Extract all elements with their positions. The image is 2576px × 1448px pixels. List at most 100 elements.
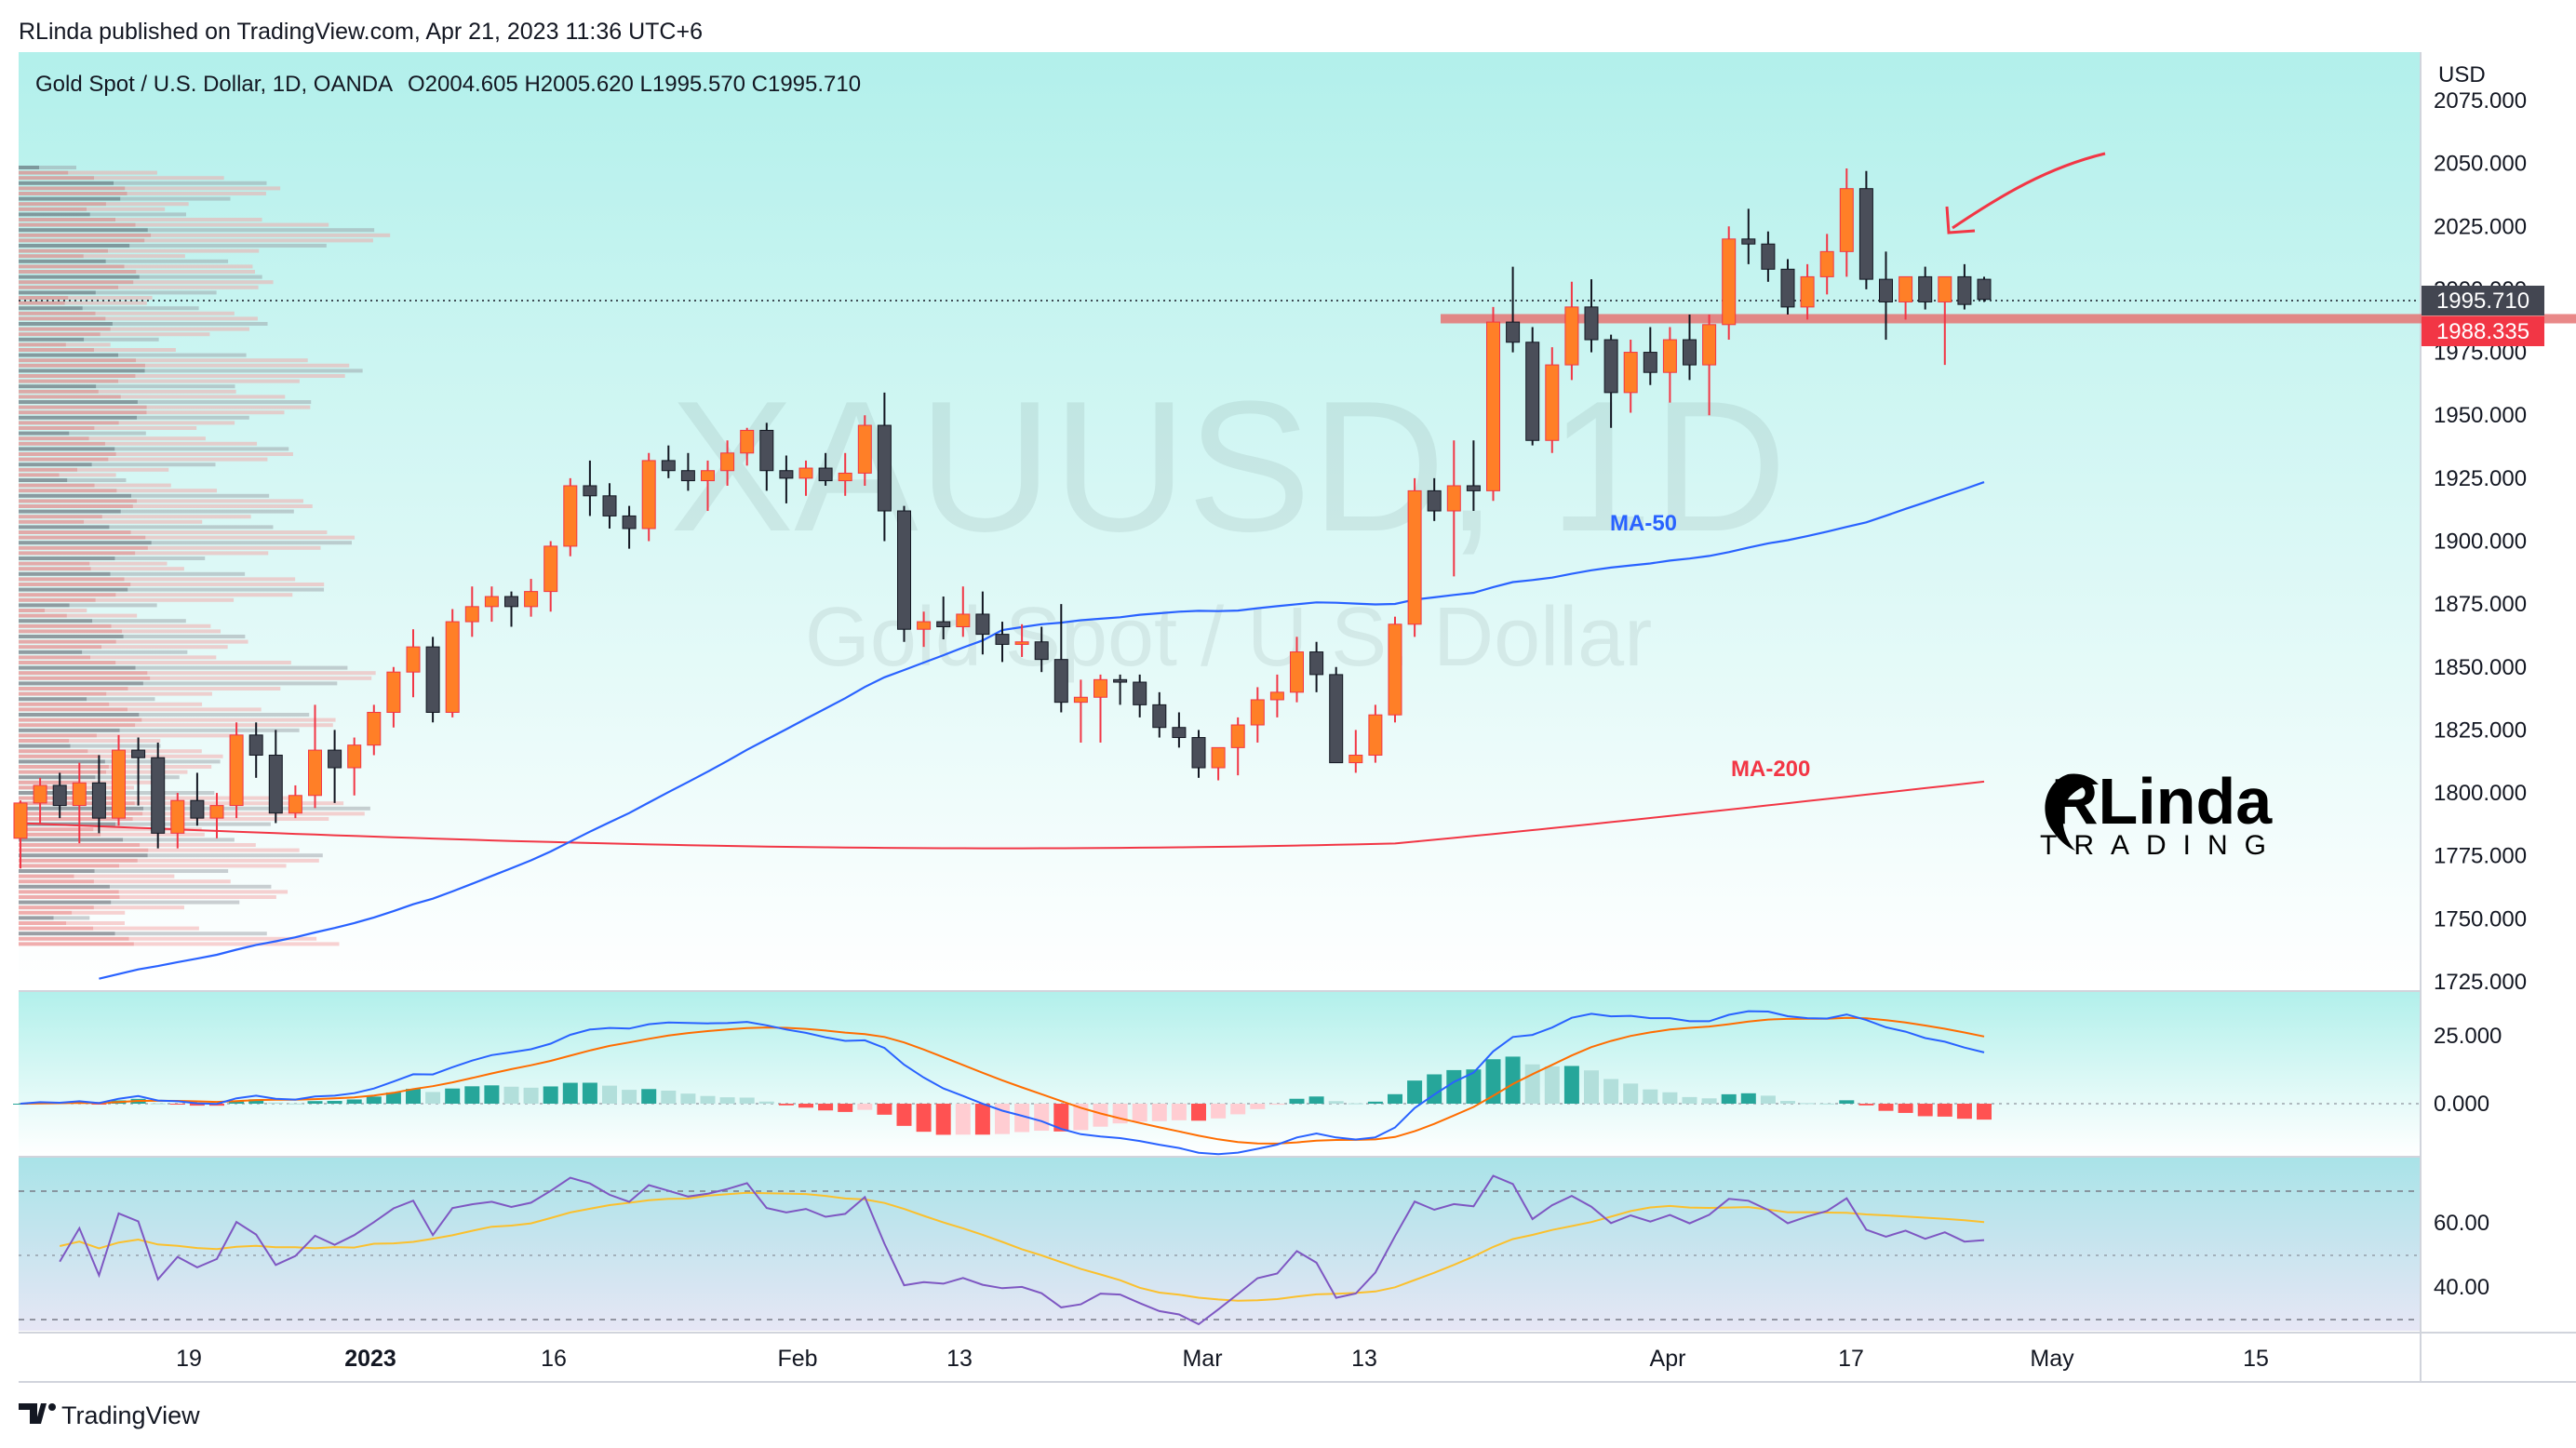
candle[interactable]: [1290, 651, 1304, 693]
candle[interactable]: [740, 429, 755, 454]
candle[interactable]: [701, 470, 715, 482]
candle[interactable]: [1722, 238, 1737, 326]
candle[interactable]: [1486, 321, 1500, 491]
candle[interactable]: [1368, 714, 1383, 756]
candle[interactable]: [425, 646, 440, 713]
candle[interactable]: [288, 795, 302, 814]
candle[interactable]: [248, 734, 263, 756]
candle[interactable]: [1957, 275, 1972, 305]
candle[interactable]: [386, 671, 401, 713]
candle[interactable]: [1113, 678, 1128, 683]
candle[interactable]: [209, 805, 224, 819]
candle[interactable]: [641, 460, 656, 530]
candle[interactable]: [1152, 704, 1167, 729]
candle[interactable]: [917, 621, 932, 630]
candle[interactable]: [1643, 352, 1657, 373]
candle[interactable]: [1683, 339, 1697, 366]
candle[interactable]: [1564, 306, 1579, 366]
candle[interactable]: [170, 799, 185, 834]
level-price-tag[interactable]: [2422, 316, 2544, 346]
candle[interactable]: [1839, 188, 1854, 252]
candle[interactable]: [367, 711, 382, 746]
instrument-title[interactable]: Gold Spot / U.S. Dollar, 1D, OANDA: [35, 72, 393, 97]
candle[interactable]: [1309, 651, 1324, 676]
candle[interactable]: [1388, 623, 1402, 716]
candle[interactable]: [328, 749, 342, 769]
candle[interactable]: [897, 510, 911, 630]
candles-group[interactable]: [13, 168, 1992, 869]
candle[interactable]: [1741, 238, 1756, 245]
candle[interactable]: [1702, 324, 1717, 366]
candle[interactable]: [1800, 275, 1815, 308]
candle[interactable]: [1407, 489, 1422, 625]
candle[interactable]: [543, 545, 558, 593]
candle[interactable]: [1603, 339, 1618, 394]
candle[interactable]: [52, 784, 67, 807]
candle[interactable]: [975, 613, 990, 636]
candle[interactable]: [1466, 485, 1481, 491]
last-price-tag[interactable]: [2422, 286, 2544, 315]
candle[interactable]: [1348, 754, 1363, 764]
candle[interactable]: [1446, 485, 1461, 512]
candle[interactable]: [563, 485, 578, 547]
main-pane[interactable]: [19, 52, 2420, 990]
candle[interactable]: [1034, 641, 1049, 661]
candle[interactable]: [1545, 364, 1560, 441]
candle[interactable]: [33, 784, 47, 804]
candle[interactable]: [779, 470, 794, 479]
candle[interactable]: [1191, 737, 1206, 769]
candle[interactable]: [661, 460, 676, 472]
candle[interactable]: [91, 782, 106, 819]
candle[interactable]: [838, 472, 852, 482]
time-axis-ticks[interactable]: 19 2023 16 Feb 13 Mar 13 Apr 17 May 15: [176, 1346, 2269, 1372]
candle[interactable]: [1230, 724, 1245, 748]
candle[interactable]: [13, 802, 28, 839]
candle[interactable]: [1898, 275, 1913, 302]
macd-pane[interactable]: [19, 992, 2420, 1156]
candle[interactable]: [112, 749, 126, 819]
candle[interactable]: [1858, 188, 1873, 280]
rsi-pane[interactable]: [19, 1158, 2420, 1331]
candle[interactable]: [1211, 746, 1226, 769]
candle[interactable]: [151, 757, 166, 834]
candle[interactable]: [1014, 641, 1029, 645]
candle[interactable]: [1269, 691, 1284, 701]
candle[interactable]: [720, 452, 735, 472]
candle[interactable]: [190, 799, 205, 819]
candle[interactable]: [504, 596, 518, 608]
candle[interactable]: [524, 591, 539, 608]
candle[interactable]: [1918, 275, 1933, 302]
candle[interactable]: [308, 749, 322, 797]
candle[interactable]: [72, 782, 87, 807]
candle[interactable]: [680, 470, 695, 482]
level-band[interactable]: [1441, 314, 2576, 324]
candle[interactable]: [1093, 678, 1107, 698]
candle[interactable]: [268, 754, 283, 814]
candle[interactable]: [798, 467, 813, 479]
candle[interactable]: [818, 467, 833, 482]
candle[interactable]: [1977, 278, 1992, 301]
price-axis-ticks[interactable]: 2075.0002050.0002025.0002000.0001975.000…: [2434, 88, 2527, 995]
candle[interactable]: [1427, 489, 1442, 512]
candle[interactable]: [229, 734, 244, 807]
candle[interactable]: [1133, 681, 1147, 705]
candle[interactable]: [131, 749, 146, 758]
candle[interactable]: [1172, 727, 1187, 739]
candle[interactable]: [406, 646, 421, 673]
candle[interactable]: [484, 596, 499, 608]
candle[interactable]: [1525, 342, 1540, 441]
candle[interactable]: [1662, 339, 1677, 373]
candle[interactable]: [622, 515, 637, 530]
candle[interactable]: [1584, 306, 1599, 341]
candle[interactable]: [445, 621, 460, 713]
candle[interactable]: [1250, 699, 1265, 726]
candle[interactable]: [1506, 321, 1521, 343]
candle[interactable]: [464, 606, 479, 623]
candle[interactable]: [1938, 275, 1952, 302]
candle[interactable]: [936, 621, 951, 627]
candle[interactable]: [956, 613, 971, 627]
candle[interactable]: [602, 495, 617, 516]
candle[interactable]: [1073, 696, 1088, 704]
candle[interactable]: [1053, 659, 1068, 704]
